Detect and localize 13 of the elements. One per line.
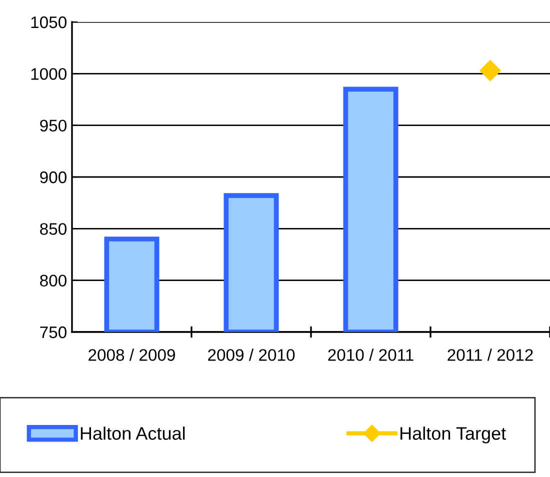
- y-tick-label: 800: [40, 274, 66, 287]
- legend-label: Halton Target: [400, 426, 506, 444]
- x-tick-label: 2011 / 2012: [448, 348, 533, 361]
- y-tick-label: 1000: [31, 68, 66, 80]
- y-tick-label: 850: [40, 223, 66, 235]
- legend-label: Halton Actual: [80, 426, 185, 440]
- y-tick-label: 750: [40, 326, 66, 338]
- x-tick-label: 2009 / 2010: [208, 348, 295, 361]
- y-tick-label: 1050: [31, 16, 66, 28]
- y-tick-label: 900: [40, 171, 66, 184]
- x-tick-label: 2008 / 2009: [88, 348, 175, 361]
- y-tick-label: 950: [40, 120, 66, 132]
- x-tick-label: 2010 / 2011: [328, 348, 414, 361]
